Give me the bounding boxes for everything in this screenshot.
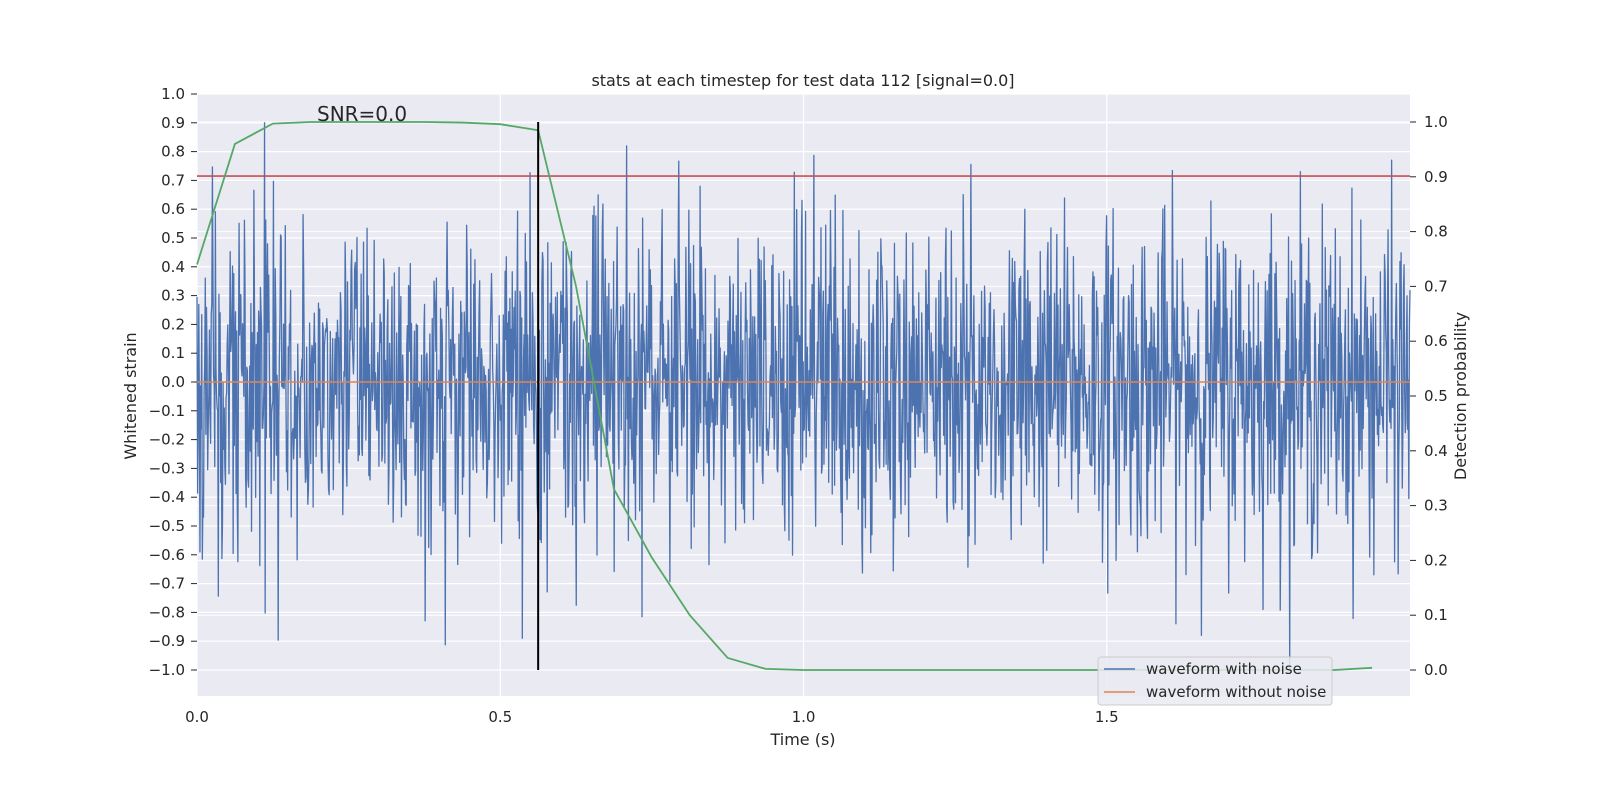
y-tick-label-left: −0.2 xyxy=(149,431,185,449)
chart-title: stats at each timestep for test data 112… xyxy=(591,71,1014,90)
x-tick-label: 1.5 xyxy=(1095,708,1119,726)
y-tick-label-left: 0.3 xyxy=(161,287,185,305)
y-tick-label-right: 0.7 xyxy=(1424,277,1448,295)
y-tick-label-right: 0.2 xyxy=(1424,551,1448,569)
y-tick-label-left: 0.5 xyxy=(161,229,185,247)
y-tick-label-left: 0.4 xyxy=(161,258,185,276)
legend: waveform with noise waveform without noi… xyxy=(1097,656,1333,706)
legend-label-clean: waveform without noise xyxy=(1146,683,1326,701)
legend-label-noise: waveform with noise xyxy=(1146,660,1302,678)
y-tick-label-right: 0.5 xyxy=(1424,387,1448,405)
y-tick-label-left: 0.9 xyxy=(161,114,185,132)
y-axis-label-right: Detection probability xyxy=(1451,312,1470,480)
y-tick-label-right: 0.9 xyxy=(1424,168,1448,186)
y-tick-label-left: −0.1 xyxy=(149,402,185,420)
series-waveform-with-noise xyxy=(196,122,1411,671)
y-tick-label-right: 0.1 xyxy=(1424,606,1448,624)
x-axis-label: Time (s) xyxy=(769,730,835,749)
y-tick-label-left: 0.0 xyxy=(161,373,185,391)
y-tick-label-left: −0.4 xyxy=(149,488,185,506)
y-axis-label-left: Whitened strain xyxy=(121,332,140,459)
y-tick-label-left: −0.8 xyxy=(149,603,185,621)
noise-line xyxy=(196,122,1411,671)
y-tick-label-left: −0.9 xyxy=(149,632,185,650)
y-tick-label-left: −0.5 xyxy=(149,517,185,535)
legend-box xyxy=(1097,656,1333,706)
y-tick-label-right: 0.3 xyxy=(1424,497,1448,515)
y-tick-label-left: 0.1 xyxy=(161,344,185,362)
y-tick-label-left: 0.6 xyxy=(161,200,185,218)
y-axis-right-ticks: 0.0 0.1 0.2 0.3 0.4 0.5 0.6 0.7 0.8 0.9 1.0 xyxy=(1410,113,1448,679)
y-tick-label-left: −0.6 xyxy=(149,546,185,564)
x-tick-label: 0.5 xyxy=(488,708,512,726)
y-axis-left-ticks: −1.0 −0.9 −0.8 −0.7 −0.6 −0.5 −0.4 −0.3 −0.2 −0.1… xyxy=(149,85,197,679)
y-tick-label-right: 1.0 xyxy=(1424,113,1448,131)
y-tick-label-right: 0.4 xyxy=(1424,442,1448,460)
y-tick-label-left: 0.2 xyxy=(161,315,185,333)
y-tick-label-left: −1.0 xyxy=(149,661,185,679)
x-axis-ticks: 0.0 0.5 1.0 1.5 xyxy=(185,708,1119,726)
y-tick-label-right: 0.8 xyxy=(1424,223,1448,241)
y-tick-label-left: −0.7 xyxy=(149,575,185,593)
y-tick-label-left: −0.3 xyxy=(149,459,185,477)
y-tick-label-right: 0.0 xyxy=(1424,661,1448,679)
x-tick-label: 1.0 xyxy=(792,708,816,726)
y-tick-label-left: 1.0 xyxy=(161,85,185,103)
y-tick-label-right: 0.6 xyxy=(1424,332,1448,350)
snr-annotation: SNR=0.0 xyxy=(317,102,407,126)
y-tick-label-left: 0.8 xyxy=(161,143,185,161)
y-tick-label-left: 0.7 xyxy=(161,171,185,189)
x-tick-label: 0.0 xyxy=(185,708,209,726)
